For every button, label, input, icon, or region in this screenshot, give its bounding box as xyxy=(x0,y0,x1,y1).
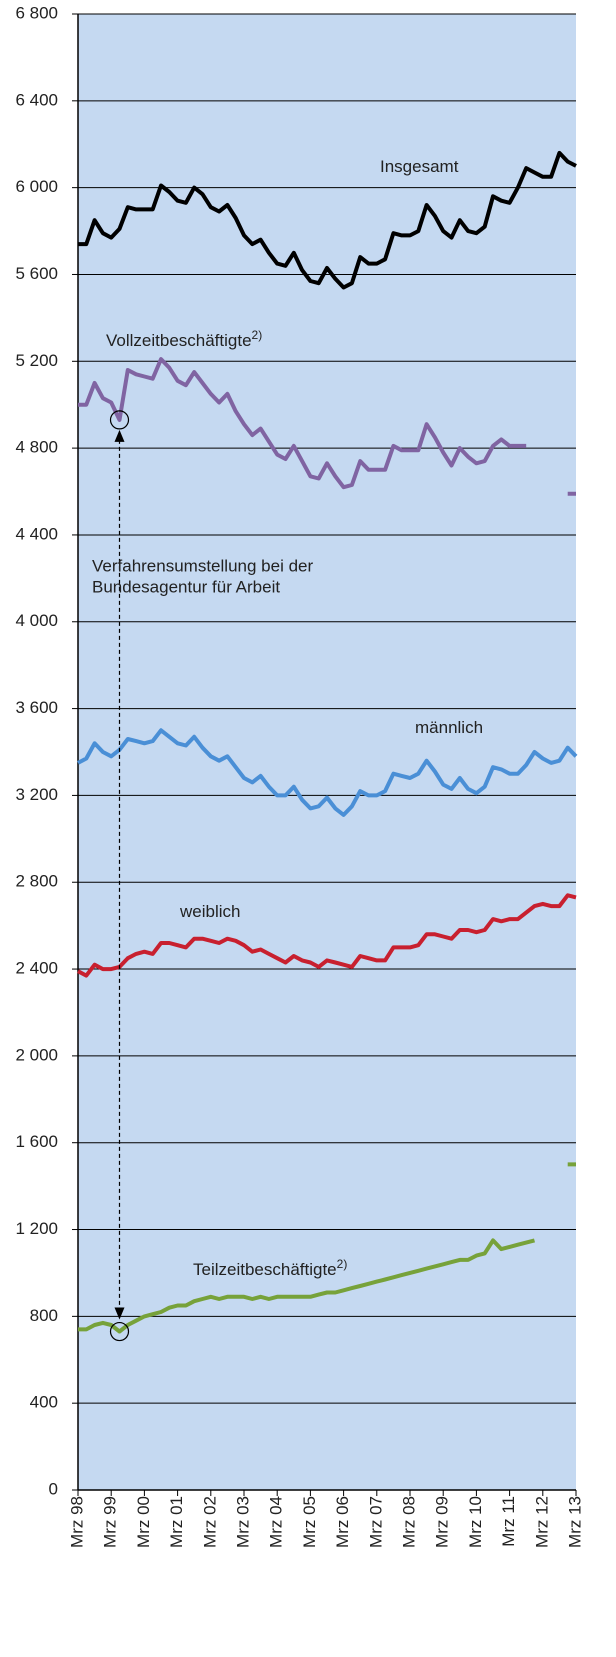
y-tick-label: 3 200 xyxy=(15,785,58,804)
y-tick-label: 6 000 xyxy=(15,177,58,196)
annotation: Verfahrensumstellung bei der xyxy=(92,556,313,575)
series-label: Insgesamt xyxy=(380,157,459,176)
x-tick-label: Mrz 13 xyxy=(565,1496,584,1548)
y-tick-label: 5 600 xyxy=(15,264,58,283)
x-tick-label: Mrz 01 xyxy=(167,1496,186,1548)
y-tick-label: 2 000 xyxy=(15,1045,58,1064)
y-tick-label: 1 200 xyxy=(15,1219,58,1238)
x-tick-label: Mrz 09 xyxy=(433,1496,452,1548)
series-label: Teilzeitbeschäftigte2) xyxy=(193,1257,347,1279)
x-tick-label: Mrz 02 xyxy=(200,1496,219,1548)
x-tick-label: Mrz 99 xyxy=(101,1496,120,1548)
series-line xyxy=(77,728,578,817)
y-tick-label: 4 400 xyxy=(15,524,58,543)
x-tick-label: Mrz 08 xyxy=(399,1496,418,1548)
series-name: Vollzeitbeschäftigte xyxy=(106,331,252,350)
marker-circle xyxy=(109,410,130,430)
y-tick-label: 800 xyxy=(30,1306,58,1325)
series-label: männlich xyxy=(415,718,483,737)
y-tick-label: 3 600 xyxy=(15,698,58,717)
arrow-head xyxy=(114,429,125,442)
x-tick-label: Mrz 12 xyxy=(532,1496,551,1548)
x-tick-label: Mrz 05 xyxy=(300,1496,319,1548)
x-tick-label: Mrz 10 xyxy=(466,1496,485,1548)
series-name: weiblich xyxy=(179,902,240,921)
series-line xyxy=(78,1162,576,1334)
y-tick-label: 0 xyxy=(49,1479,58,1498)
series-name: Teilzeitbeschäftigte xyxy=(193,1260,337,1279)
series-line xyxy=(78,150,577,290)
y-tick-label: 4 000 xyxy=(15,611,58,630)
y-tick-label: 2 800 xyxy=(15,872,58,891)
x-tick-label: Mrz 11 xyxy=(499,1496,518,1547)
x-tick-label: Mrz 06 xyxy=(333,1496,352,1548)
annotation: Bundesagentur für Arbeit xyxy=(92,577,280,596)
marker-circle xyxy=(109,1321,130,1342)
y-tick-label: 6 800 xyxy=(15,3,58,22)
x-tick-label: Mrz 00 xyxy=(134,1496,153,1548)
footnote: 2) xyxy=(337,1257,348,1271)
y-tick-label: 400 xyxy=(30,1393,58,1412)
x-tick-label: Mrz 98 xyxy=(67,1496,86,1548)
y-tick-label: 2 400 xyxy=(15,959,58,978)
series-name: Insgesamt xyxy=(380,157,459,176)
x-tick-label: Mrz 04 xyxy=(267,1496,286,1548)
y-tick-label: 6 400 xyxy=(15,90,58,109)
x-tick-label: Mrz 03 xyxy=(233,1496,252,1548)
y-tick-label: 1 600 xyxy=(15,1132,58,1151)
series-name: männlich xyxy=(415,718,483,737)
y-tick-label: 5 200 xyxy=(15,351,58,370)
footnote: 2) xyxy=(252,328,263,342)
series-label: Vollzeitbeschäftigte2) xyxy=(106,328,262,350)
x-tick-label: Mrz 07 xyxy=(366,1496,385,1548)
series-line xyxy=(78,357,576,496)
series-line xyxy=(77,893,577,978)
y-tick-label: 4 800 xyxy=(15,438,58,457)
series-label: weiblich xyxy=(179,902,240,921)
arrow-head xyxy=(114,1307,125,1320)
